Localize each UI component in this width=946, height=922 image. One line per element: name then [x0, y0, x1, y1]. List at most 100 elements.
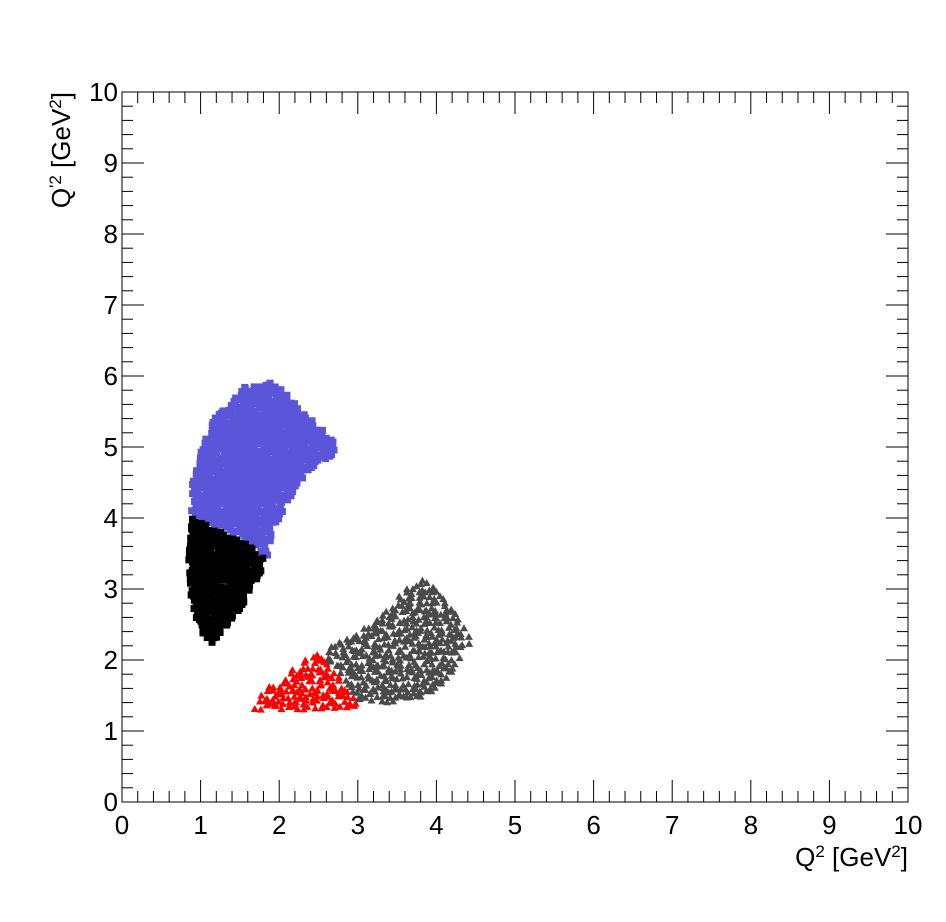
data-point [451, 632, 460, 640]
data-point [220, 598, 228, 606]
data-point [202, 513, 210, 521]
data-point [362, 681, 371, 689]
y-axis-title: Q'2 [GeV2] [46, 92, 77, 208]
data-point [200, 528, 208, 536]
data-point [189, 592, 197, 600]
data-point [254, 416, 262, 424]
data-point [209, 533, 217, 541]
data-point [238, 478, 246, 486]
data-point [408, 613, 417, 621]
data-point [305, 459, 313, 467]
data-point [290, 692, 299, 700]
x-tick-label: 0 [115, 810, 129, 840]
data-point [310, 445, 318, 453]
data-point [244, 529, 252, 537]
data-point [202, 445, 210, 453]
data-point [305, 424, 313, 432]
data-point [253, 540, 261, 548]
data-point [378, 619, 387, 627]
data-point [371, 648, 380, 656]
data-point [266, 537, 274, 545]
data-point [189, 490, 197, 498]
data-point [269, 436, 277, 444]
data-point [210, 468, 218, 476]
data-point [257, 691, 266, 699]
data-point [368, 656, 377, 664]
data-point [319, 445, 327, 453]
data-point [384, 646, 393, 654]
data-point [428, 632, 437, 640]
data-point [255, 394, 263, 402]
data-point [192, 493, 200, 501]
data-point [312, 696, 321, 704]
data-point [388, 658, 397, 666]
data-point [262, 504, 270, 512]
data-point [260, 500, 268, 508]
data-point [235, 558, 243, 566]
data-point [250, 704, 259, 712]
data-point [274, 435, 282, 443]
data-point [444, 642, 453, 650]
data-point [239, 401, 247, 409]
tick-layer: 0 1 2 3 4 5 6 7 8 9 10 0 1 2 3 4 5 6 7 8 9 10 [89, 77, 922, 840]
data-point [323, 692, 332, 700]
data-point [311, 431, 319, 439]
data-point [275, 444, 283, 452]
data-point [191, 507, 199, 515]
data-point [317, 667, 326, 675]
data-point [339, 645, 348, 653]
data-point [248, 540, 256, 548]
data-point [269, 513, 277, 521]
data-point [303, 664, 312, 672]
data-point [254, 452, 262, 460]
data-point [236, 605, 244, 613]
data-point [317, 440, 325, 448]
data-point [197, 465, 205, 473]
data-point [199, 591, 207, 599]
data-point [456, 630, 465, 638]
data-point [416, 666, 425, 674]
data-point [372, 624, 381, 632]
data-point [402, 673, 411, 681]
data-point [199, 469, 207, 477]
data-point [278, 474, 286, 482]
data-point [247, 460, 255, 468]
data-point [223, 510, 231, 518]
data-point [262, 513, 270, 521]
data-point [215, 597, 223, 605]
data-point [432, 598, 441, 606]
data-point [422, 599, 431, 607]
data-point [269, 456, 277, 464]
data-point [422, 632, 431, 640]
data-layer [185, 379, 474, 713]
data-point [210, 518, 218, 526]
data-point [194, 609, 202, 617]
data-point [397, 629, 406, 637]
data-point [314, 456, 322, 464]
y-tick-label: 1 [104, 716, 118, 746]
data-point [225, 505, 233, 513]
data-point [214, 493, 222, 501]
data-point [442, 617, 451, 625]
data-point [202, 441, 210, 449]
data-point [330, 446, 338, 454]
data-point [389, 697, 398, 705]
data-point [211, 414, 219, 422]
data-point [277, 690, 286, 698]
data-point [196, 473, 204, 481]
data-point [189, 561, 197, 569]
data-point [453, 618, 462, 626]
data-point [289, 488, 297, 496]
data-point [254, 383, 262, 391]
data-point [276, 510, 284, 518]
data-point [285, 682, 294, 690]
data-point [219, 500, 227, 508]
data-point [225, 544, 233, 552]
data-point [236, 593, 244, 601]
data-point [190, 542, 198, 550]
data-point [433, 648, 442, 656]
data-point [378, 611, 387, 619]
data-point [223, 549, 231, 557]
data-point [240, 561, 248, 569]
data-point [431, 654, 440, 662]
